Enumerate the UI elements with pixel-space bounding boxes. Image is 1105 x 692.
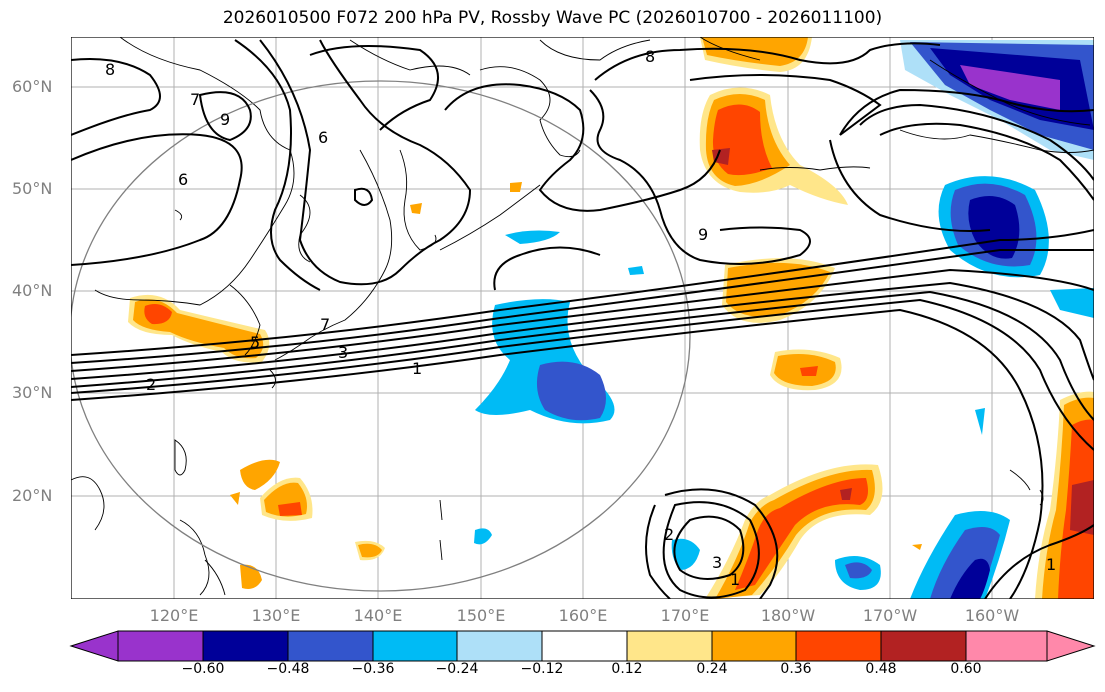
anomaly-blob bbox=[800, 366, 818, 376]
contour-label: 5 bbox=[250, 333, 260, 352]
contour-labels: 8 7 9 6 6 8 9 7 5 3 2 1 2 3 1 1 bbox=[105, 47, 1056, 589]
anomaly-blob bbox=[240, 564, 262, 589]
colorbar-tick: 0.12 bbox=[611, 661, 643, 677]
anomaly-blob bbox=[410, 203, 422, 214]
anomaly-blob bbox=[474, 528, 492, 545]
contour-label: 3 bbox=[712, 553, 722, 572]
pv-contours bbox=[71, 39, 1094, 599]
colorbar-segment bbox=[965, 630, 1048, 662]
lon-label: 160°E bbox=[558, 606, 608, 625]
contour-label: 8 bbox=[645, 47, 655, 66]
colorbar-segment bbox=[287, 630, 374, 662]
anomaly-blob bbox=[912, 544, 922, 550]
contour-label: 9 bbox=[698, 225, 708, 244]
colorbar-tick: 0.48 bbox=[865, 661, 897, 677]
anomaly-blob bbox=[845, 562, 872, 579]
map-title: 2026010500 F072 200 hPa PV, Rossby Wave … bbox=[222, 8, 883, 28]
colorbar-segment bbox=[626, 630, 713, 662]
colorbar-segment bbox=[541, 630, 628, 662]
contour-label: 7 bbox=[190, 90, 200, 109]
lat-label: 30°N bbox=[12, 383, 53, 402]
colorbar-tick: −0.48 bbox=[266, 661, 310, 677]
colorbar bbox=[69, 630, 1096, 662]
range-circle bbox=[71, 80, 691, 592]
lon-label: 130°E bbox=[251, 606, 301, 625]
pv-anomaly-shading bbox=[128, 37, 1094, 599]
lat-label: 20°N bbox=[12, 486, 53, 505]
anomaly-blob bbox=[536, 361, 606, 421]
contour-label: 6 bbox=[178, 170, 188, 189]
anomaly-blob bbox=[358, 543, 382, 558]
colorbar-tick: −0.36 bbox=[351, 661, 395, 677]
lon-label: 180°W bbox=[760, 606, 816, 625]
colorbar-segment bbox=[117, 630, 204, 662]
anomaly-blob bbox=[671, 538, 700, 570]
colorbar-segment bbox=[456, 630, 543, 662]
anomaly-blob bbox=[840, 488, 852, 500]
anomaly-blob bbox=[735, 478, 868, 590]
colorbar-tick: −0.12 bbox=[520, 661, 564, 677]
contour-label: 2 bbox=[146, 375, 156, 394]
anomaly-blob bbox=[230, 492, 240, 505]
anomaly-blob bbox=[1070, 480, 1094, 535]
contour-label: 1 bbox=[412, 359, 422, 378]
colorbar-tick: 0.60 bbox=[950, 661, 982, 677]
anomaly-blob bbox=[510, 182, 522, 192]
contour-label: 9 bbox=[220, 110, 230, 129]
contour-label: 3 bbox=[338, 343, 348, 362]
colorbar-tick: 0.36 bbox=[780, 661, 812, 677]
lat-label: 50°N bbox=[12, 179, 53, 198]
anomaly-blob bbox=[1050, 288, 1094, 318]
lon-label: 120°E bbox=[149, 606, 199, 625]
contour-label: 7 bbox=[320, 315, 330, 334]
anomaly-blob bbox=[628, 266, 644, 275]
contour-label: 1 bbox=[730, 570, 740, 589]
colorbar-tick: −0.24 bbox=[435, 661, 479, 677]
lon-label: 170°W bbox=[862, 606, 918, 625]
anomaly-blob bbox=[240, 459, 280, 490]
colorbar-low-arrow bbox=[69, 630, 119, 662]
lon-label: 170°E bbox=[660, 606, 710, 625]
contour-label: 1 bbox=[1046, 555, 1056, 574]
colorbar-tick: 0.24 bbox=[696, 661, 728, 677]
contour-label: 6 bbox=[318, 128, 328, 147]
anomaly-blob bbox=[505, 230, 560, 244]
lon-label: 160°W bbox=[964, 606, 1020, 625]
anomaly-blob bbox=[950, 558, 990, 599]
colorbar-tick: −0.60 bbox=[181, 661, 225, 677]
colorbar-segment bbox=[711, 630, 797, 662]
anomaly-blob bbox=[960, 65, 1060, 110]
lat-label: 40°N bbox=[12, 281, 53, 300]
anomaly-blob bbox=[278, 502, 302, 516]
colorbar-segment bbox=[795, 630, 882, 662]
anomaly-blob bbox=[975, 408, 985, 435]
anomaly-blob bbox=[144, 304, 172, 325]
colorbar-segment bbox=[202, 630, 289, 662]
contour-label: 2 bbox=[664, 525, 674, 544]
lon-label: 150°E bbox=[456, 606, 506, 625]
contour-label: 8 bbox=[105, 60, 115, 79]
colorbar-high-arrow bbox=[1046, 630, 1096, 662]
colorbar-segment bbox=[880, 630, 967, 662]
lon-label: 140°E bbox=[353, 606, 403, 625]
lat-label: 60°N bbox=[12, 77, 53, 96]
colorbar-segment bbox=[372, 630, 458, 662]
